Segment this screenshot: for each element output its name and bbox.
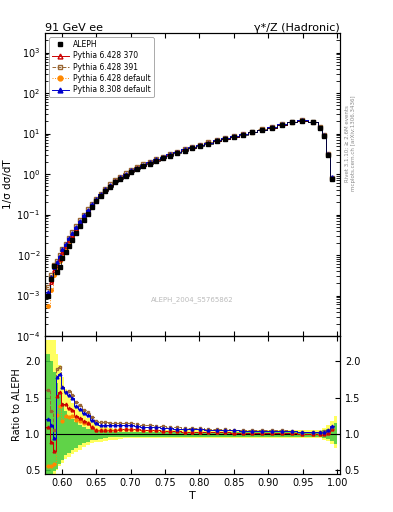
Legend: ALEPH, Pythia 6.428 370, Pythia 6.428 391, Pythia 6.428 default, Pythia 8.308 de: ALEPH, Pythia 6.428 370, Pythia 6.428 39… [49,37,154,97]
Text: ALEPH_2004_S5765862: ALEPH_2004_S5765862 [151,296,234,303]
Y-axis label: Ratio to ALEPH: Ratio to ALEPH [12,369,22,441]
Text: Rivet 3.1.10; ≥ 2.6M events: Rivet 3.1.10; ≥ 2.6M events [344,105,349,182]
X-axis label: T: T [189,491,196,501]
Text: 91 GeV ee: 91 GeV ee [45,23,103,32]
Y-axis label: 1/σ dσ/dT: 1/σ dσ/dT [4,160,13,209]
Text: mcplots.cern.ch [arXiv:1306.3436]: mcplots.cern.ch [arXiv:1306.3436] [351,96,356,191]
Text: γ*/Z (Hadronic): γ*/Z (Hadronic) [254,23,340,32]
